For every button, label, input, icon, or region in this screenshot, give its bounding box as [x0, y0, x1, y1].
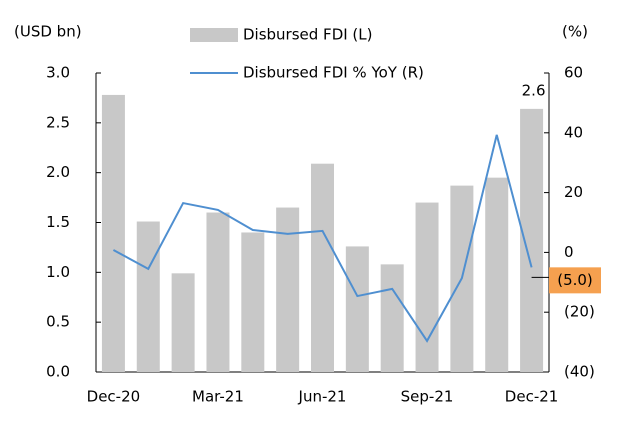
- y2-tick-label: (20): [564, 303, 595, 321]
- value-label-box: [549, 267, 601, 294]
- legend-label: Disbursed FDI % YoY (R): [243, 64, 424, 82]
- line: [112, 134, 533, 343]
- x-tick-label: Jun-21: [298, 388, 347, 406]
- x-tick-label: Dec-21: [505, 388, 559, 406]
- y2-tick-label: 60: [564, 64, 583, 82]
- legend-swatch: [190, 28, 238, 42]
- bar: [345, 246, 369, 372]
- y2-tick-label: 0: [564, 243, 574, 261]
- bar: [136, 221, 160, 372]
- bar: [101, 94, 125, 372]
- bar: [241, 232, 265, 372]
- y-tick-label: 2.5: [46, 113, 70, 131]
- bar: [380, 264, 404, 372]
- bar: [276, 207, 300, 372]
- x-tick-label: Dec-20: [87, 388, 141, 406]
- bar: [171, 273, 195, 372]
- y-tick-label: 1.5: [46, 213, 70, 231]
- y2-tick-label: 40: [564, 123, 583, 141]
- bar: [520, 108, 544, 372]
- y2-axis-label: (%): [562, 23, 588, 41]
- y2-tick-label: 20: [564, 183, 583, 201]
- y-tick-label: 2.0: [46, 163, 70, 181]
- line-value-label: (5.0): [557, 271, 593, 289]
- y-axis-label: (USD bn): [14, 23, 82, 41]
- legend-label: Disbursed FDI (L): [243, 26, 373, 44]
- y-tick-label: 1.0: [46, 263, 70, 281]
- y-tick-label: 0.5: [46, 313, 70, 331]
- x-tick-label: Mar-21: [192, 388, 244, 406]
- y2-tick-label: (40): [564, 363, 595, 381]
- bar-value-label: 2.6: [522, 81, 546, 99]
- bar: [311, 163, 334, 372]
- y-tick-label: 0.0: [46, 363, 70, 381]
- bar: [485, 177, 509, 372]
- bar: [415, 202, 439, 372]
- x-tick-label: Sep-21: [401, 388, 454, 406]
- bar: [206, 212, 230, 372]
- y-tick-label: 3.0: [46, 64, 70, 82]
